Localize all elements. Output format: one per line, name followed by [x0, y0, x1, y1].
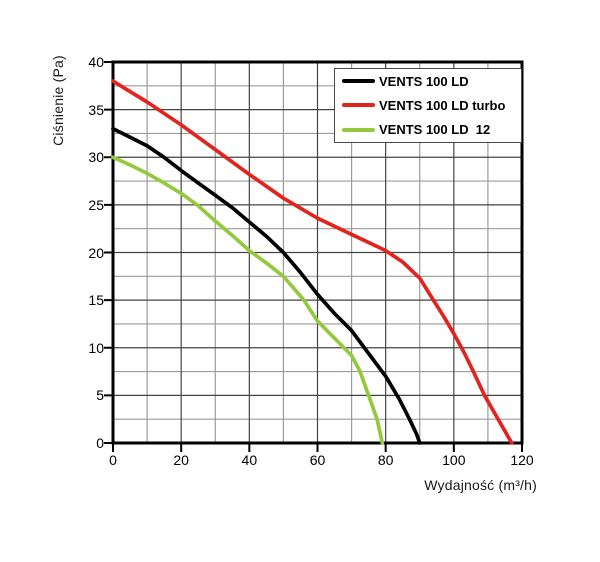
legend-item: VENTS 100 LD turbo [335, 93, 521, 117]
x-tick-label: 80 [377, 452, 394, 468]
series-curve-1 [111, 79, 514, 445]
plot-border [111, 60, 524, 445]
y-tick-label: 20 [88, 244, 104, 261]
legend-label: VENTS 100 LD turbo [379, 97, 506, 113]
legend-label: VENTS 100 LD [379, 73, 469, 89]
series-curve-2 [111, 155, 385, 445]
x-tick-label: 40 [241, 452, 258, 468]
y-tick-label: 35 [88, 101, 104, 118]
y-tick-label: 0 [96, 435, 104, 451]
y-tick-label: 30 [88, 149, 104, 166]
legend-item: VENTS 100 LD [335, 69, 521, 93]
legend-label: VENTS 100 LD 12 [379, 122, 491, 138]
x-tick-label: 100 [442, 452, 466, 468]
x-tick-label: 120 [510, 452, 534, 468]
y-tick-label: 5 [96, 387, 104, 404]
series-line-swatch [342, 79, 375, 84]
x-tick-label: 20 [173, 452, 189, 468]
series-curve-0 [111, 126, 422, 445]
x-tick-label: 60 [309, 452, 326, 468]
x-axis-title: Wydajność (m³/h) [424, 477, 537, 493]
y-tick-label: 15 [88, 292, 104, 309]
x-tick-label: 0 [109, 452, 117, 468]
y-tick-label: 40 [88, 54, 104, 70]
legend: VENTS 100 LD VENTS 100 LD turbo VENTS 10… [334, 68, 522, 143]
series-line-swatch [342, 103, 375, 108]
y-tick-label: 10 [88, 339, 104, 356]
legend-item: VENTS 100 LD 12 [335, 118, 521, 142]
y-tick-label: 25 [88, 196, 104, 213]
series-line-swatch [342, 127, 375, 132]
